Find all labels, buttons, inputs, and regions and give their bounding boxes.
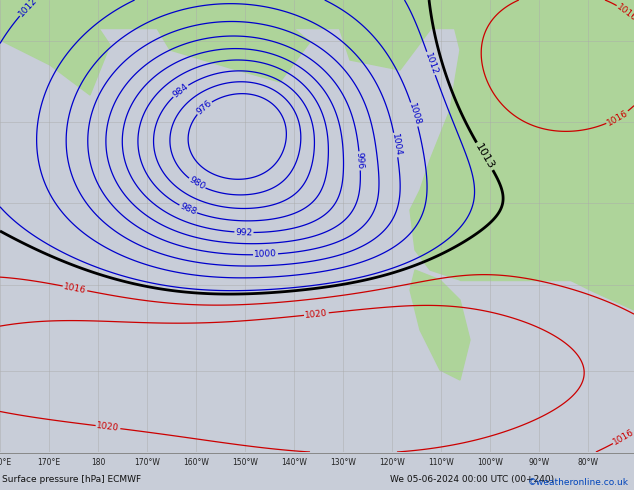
Text: 90°W: 90°W [528,458,550,467]
Text: 1004: 1004 [389,133,402,157]
Text: 1016: 1016 [615,2,634,23]
Text: 1016: 1016 [605,108,630,127]
Text: 140°W: 140°W [281,458,307,467]
Polygon shape [330,0,430,70]
Text: 130°W: 130°W [330,458,356,467]
Text: 160°E: 160°E [0,458,11,467]
Text: 988: 988 [178,202,198,217]
Polygon shape [140,0,310,82]
Text: 110°W: 110°W [428,458,454,467]
Text: 976: 976 [195,98,214,117]
Polygon shape [0,0,634,28]
Text: 1008: 1008 [407,102,422,127]
Text: 100°W: 100°W [477,458,503,467]
Text: 150°W: 150°W [232,458,258,467]
Text: 1020: 1020 [96,421,120,433]
Text: 120°W: 120°W [379,458,405,467]
Polygon shape [380,0,634,310]
Text: 160°W: 160°W [183,458,209,467]
Text: 1016: 1016 [612,428,634,447]
Text: 980: 980 [187,175,207,192]
Polygon shape [410,270,470,380]
Text: Surface pressure [hPa] ECMWF: Surface pressure [hPa] ECMWF [2,475,141,484]
Text: 170°W: 170°W [134,458,160,467]
Text: We 05-06-2024 00:00 UTC (00+240): We 05-06-2024 00:00 UTC (00+240) [390,475,554,484]
Text: 1020: 1020 [304,308,328,320]
Text: 996: 996 [354,152,365,170]
Text: 1012: 1012 [423,51,439,76]
Text: 992: 992 [235,228,252,237]
Text: 984: 984 [171,82,190,99]
Text: 1012: 1012 [17,0,39,18]
Text: 80°W: 80°W [578,458,598,467]
Polygon shape [460,0,634,280]
Text: ©weatheronline.co.uk: ©weatheronline.co.uk [528,478,629,487]
Text: 1000: 1000 [254,249,277,259]
Polygon shape [0,0,110,95]
Text: 1016: 1016 [63,282,87,295]
Text: 170°E: 170°E [37,458,61,467]
Text: 180: 180 [91,458,105,467]
Text: 1013: 1013 [473,142,496,171]
